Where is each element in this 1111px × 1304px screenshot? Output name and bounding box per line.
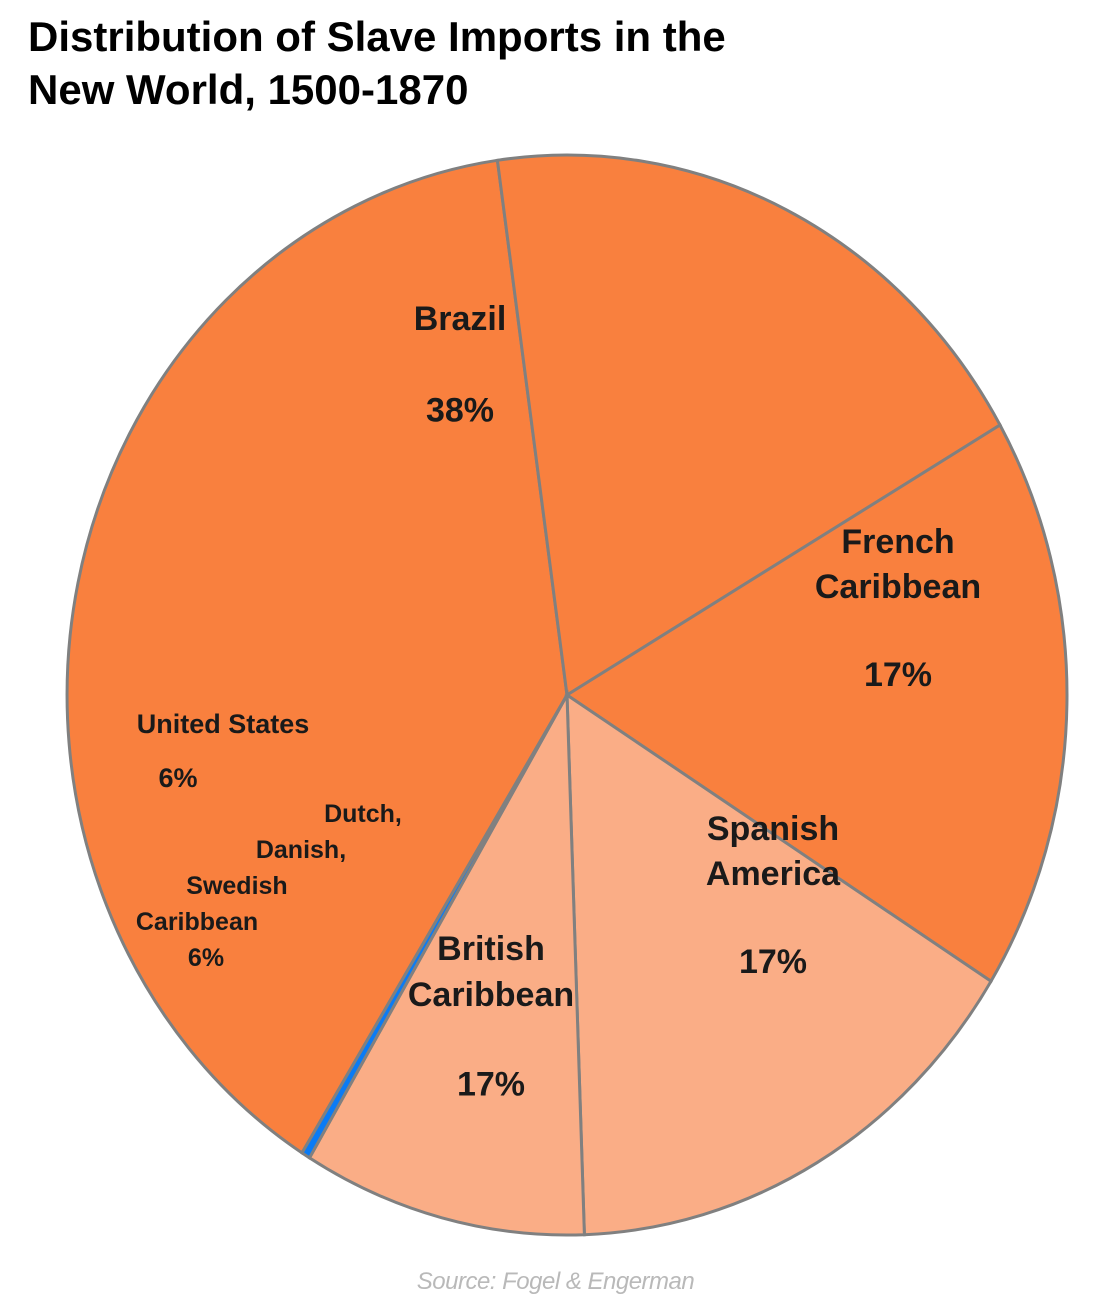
slice-label-line: 17% [457,1066,525,1104]
pie-slice [564,422,1069,984]
slice-label-line: Spanish [707,810,839,848]
pie-labels: Brazil 38% French Caribbean 17% Spanish Americ… [136,300,981,1104]
slice-label-line: Brazil [414,300,507,338]
slice-label-line: British [437,930,545,968]
slice-label-line: Dutch, [324,800,402,828]
pie-slice [565,692,993,1237]
slice-label: British Caribbean 17% [408,930,574,1104]
slice-label-line: Caribbean [408,976,574,1014]
pie-slices [65,153,1069,1237]
slice-label-line: Swedish [186,872,287,900]
slice-label-line: Caribbean [136,908,258,936]
slice-label: Dutch, Danish, Swedish Caribbean 6% [136,800,402,972]
slice-label-line: French [841,523,954,561]
slice-label-line: 6% [158,763,197,793]
chart-title: Distribution of Slave Imports in the New… [28,10,928,116]
slice-label-line: Danish, [256,836,346,864]
pie-slice [307,689,586,1237]
pie-slice [65,158,569,1156]
slice-label-line: America [706,855,841,893]
slice-label-line: United States [137,709,310,739]
source-note: Source: Fogel & Engerman [416,1268,695,1295]
slice-label-line: Caribbean [815,568,981,606]
pie-slice [495,153,1002,698]
chart-title-line-2: New World, 1500-1870 [28,66,469,113]
slice-label-line: 6% [188,944,224,972]
slice-label: Brazil 38% [414,300,507,430]
chart-title-line-1: Distribution of Slave Imports in the [28,13,726,60]
slice-label: Spanish America 17% [706,810,841,981]
slice-label-line: 17% [739,943,807,981]
pie-slice [300,694,569,1161]
slice-label-line: 38% [426,392,494,430]
slice-label-line: 17% [864,656,932,694]
slice-label: United States 6% [137,709,310,793]
slice-label: French Caribbean 17% [815,523,981,694]
